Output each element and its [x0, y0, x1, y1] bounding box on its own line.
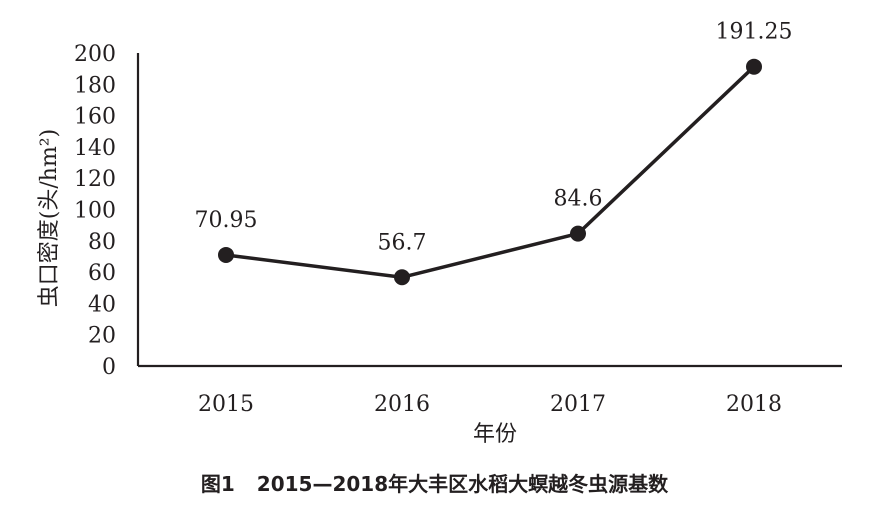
- y-tick-label: 60: [88, 261, 116, 286]
- y-tick-label: 140: [74, 136, 116, 161]
- y-tick-label: 80: [88, 230, 116, 255]
- data-point: [394, 269, 410, 286]
- data-point: [570, 225, 586, 242]
- data-label: 84.6: [554, 187, 603, 212]
- figure-number: 图1: [200, 472, 235, 496]
- y-tick-label: 0: [102, 355, 116, 380]
- data-label: 191.25: [716, 20, 793, 45]
- x-tick-label: 2015: [198, 392, 254, 417]
- figure-caption-text: 2015—2018年大丰区水稻大螟越冬虫源基数: [256, 472, 669, 496]
- data-point: [218, 246, 234, 263]
- x-tick-label: 2017: [550, 392, 606, 417]
- y-tick-label: 40: [88, 292, 116, 317]
- y-axis-title: 虫口密度(头/hm²): [37, 129, 62, 307]
- data-point: [746, 58, 762, 75]
- y-tick-label: 20: [88, 324, 116, 349]
- y-tick-label: 100: [74, 199, 116, 224]
- data-label: 70.95: [195, 208, 258, 233]
- y-tick-label: 200: [74, 42, 116, 67]
- x-axis-title: 年份: [473, 422, 517, 447]
- series-layer: 70.95 56.7 84.6 191.25: [195, 20, 793, 286]
- figure-caption: 图1 2015—2018年大丰区水稻大螟越冬虫源基数: [0, 468, 869, 497]
- y-axis-title-group: 虫口密度(头/hm²): [37, 129, 62, 307]
- x-tick-label: 2018: [726, 392, 782, 417]
- line-chart: 虫口密度(头/hm²) 020406080100120140160180200 …: [37, 20, 842, 447]
- y-tick-label: 160: [74, 105, 116, 130]
- series-line: [225, 65, 756, 280]
- data-label: 56.7: [378, 230, 427, 255]
- y-tick-label: 180: [74, 73, 116, 98]
- y-axis: 0 20 40 60 80 100 120 140 160 180 200: [74, 42, 116, 380]
- x-tick-label: 2016: [374, 392, 430, 417]
- y-tick-label: 120: [74, 167, 116, 192]
- x-axis: 2015 2016 2017 2018: [198, 392, 782, 417]
